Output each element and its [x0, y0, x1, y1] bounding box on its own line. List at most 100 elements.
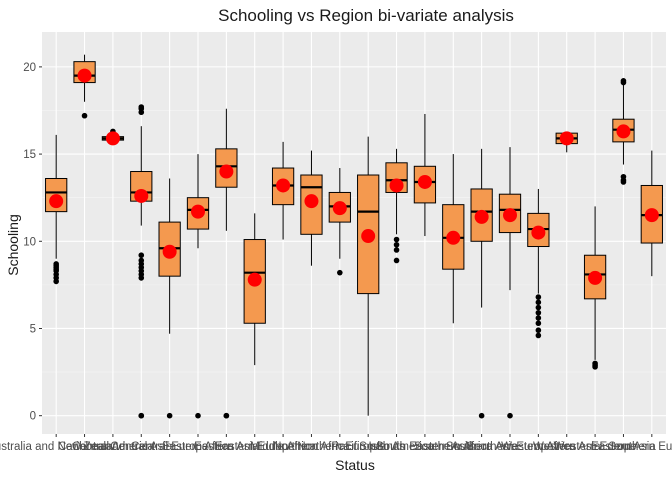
x-tick-label: Eastern Asia [591, 441, 656, 453]
outlier-point [393, 247, 400, 253]
box-group [470, 148, 493, 419]
mean-point [276, 178, 291, 193]
box-group [101, 128, 125, 146]
x-tick-label: Northern Africa [273, 441, 350, 453]
box-group [271, 141, 295, 240]
outlier-point [166, 412, 173, 419]
x-tick-label: Central Asia [110, 441, 173, 453]
x-tick-label: Central America [72, 441, 154, 453]
mean-point [247, 272, 262, 287]
x-tick-label: Eastern Asia [194, 441, 259, 453]
box-group [498, 147, 522, 419]
outlier-point [535, 320, 542, 327]
outlier-point [393, 236, 400, 243]
x-tick-label: Middle Africa [250, 441, 316, 453]
x-tick-label: Southern Asia [446, 441, 518, 453]
outlier-point [620, 179, 627, 185]
outlier-point [53, 278, 59, 285]
x-tick-label: Caribbean [58, 441, 111, 453]
x-tick-label: Western Asia [533, 441, 601, 453]
chart-title: Schooling vs Region bi-variate analysis [218, 6, 514, 25]
mean-point [644, 208, 659, 223]
x-tick-label: Southern Africa [414, 441, 493, 453]
box-group [130, 104, 153, 419]
y-tick-label: 15 [23, 149, 36, 161]
outlier-point [535, 327, 542, 334]
outlier-point [535, 332, 542, 339]
outlier-point [478, 412, 485, 419]
box-group [300, 150, 323, 266]
mean-point [361, 229, 376, 244]
outlier-point [138, 252, 145, 259]
outlier-point [393, 257, 400, 264]
x-axis-title: Status [335, 457, 375, 473]
mean-point [304, 194, 319, 209]
outlier-point [535, 315, 542, 321]
mean-point [389, 178, 404, 193]
mean-point [503, 208, 517, 223]
mean-point [162, 244, 177, 259]
y-tick-label: 0 [30, 411, 36, 423]
x-axis: Australia and New ZealandCaribbeanCentra… [0, 434, 672, 453]
mean-point [417, 174, 432, 189]
box-group [158, 178, 181, 419]
box-group [612, 78, 635, 185]
mean-point [105, 131, 120, 146]
y-axis: 0 5 10 15 20 [23, 62, 42, 423]
box-group [357, 136, 380, 416]
x-tick-label: Australia and New Zealand [0, 441, 125, 453]
outlier-point [535, 299, 542, 306]
box-group [243, 213, 266, 366]
y-tick-label: 20 [23, 62, 36, 74]
outlier-point [138, 412, 145, 419]
box-group [73, 54, 96, 119]
outlier-point [620, 79, 627, 86]
mean-point [446, 230, 461, 245]
y-axis-title: Schooling [5, 214, 21, 276]
x-tick-label: Pacific Islands [331, 441, 405, 453]
y-tick-label: 5 [30, 323, 36, 335]
box-group [555, 131, 578, 153]
mean-point [219, 164, 234, 179]
box-group [186, 154, 210, 419]
plot-panel [42, 32, 666, 434]
mean-point [531, 225, 546, 240]
box-group [583, 206, 607, 370]
outlier-point [393, 241, 400, 248]
boxes [45, 54, 663, 419]
x-tick-label: Western Europe [554, 441, 637, 453]
outlier-point [223, 412, 230, 419]
outlier-point [138, 275, 145, 281]
x-tick-label: Eastern Europe [215, 441, 295, 453]
box-group [328, 168, 351, 276]
x-tick-label: Western Africa [501, 441, 576, 453]
y-tick-label: 10 [23, 236, 36, 248]
box-group [527, 188, 550, 339]
box-group [640, 150, 663, 277]
outlier-point [535, 309, 542, 316]
mean-point [588, 270, 603, 285]
mean-point [559, 131, 574, 146]
x-tick-label: Southern Europe [467, 441, 554, 453]
mean-point [49, 194, 64, 209]
mean-point [77, 68, 92, 83]
x-tick-label: South Eastern Asia [376, 441, 474, 453]
box-group [385, 148, 408, 264]
x-tick-label: Eastern Africa [162, 441, 234, 453]
x-tick-label: South America [359, 441, 434, 453]
outlier-point [535, 304, 542, 311]
box-group [442, 154, 465, 324]
box-group [413, 113, 437, 237]
mean-point [332, 201, 347, 216]
x-tick-label: Central Europe [131, 441, 208, 453]
mean-point [474, 209, 489, 224]
outlier-point [535, 294, 542, 300]
mean-point [616, 124, 631, 139]
mean-point [191, 204, 205, 219]
outlier-point [592, 364, 598, 370]
outlier-point [138, 109, 145, 116]
outlier-point [195, 412, 201, 419]
outlier-point [337, 269, 343, 276]
box-group [45, 134, 68, 285]
